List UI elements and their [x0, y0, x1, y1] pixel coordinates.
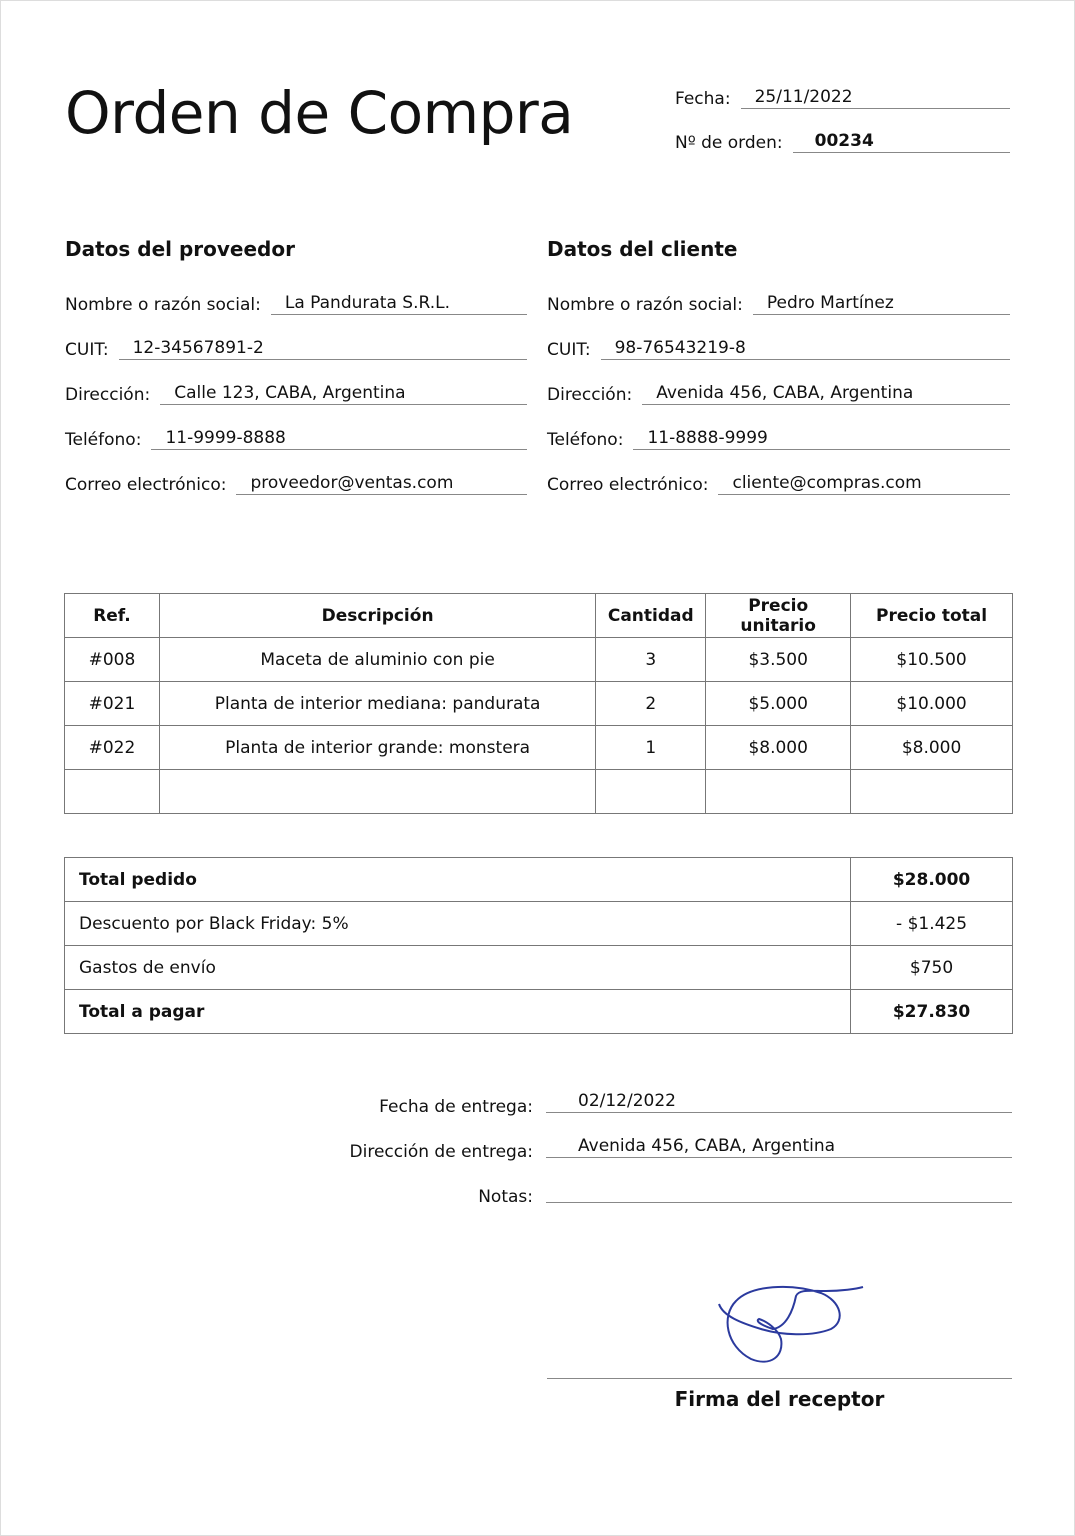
order-number-field: Nº de orden: 00234: [675, 129, 1010, 153]
totals-label: Total pedido: [63, 857, 852, 902]
column-header: Precio total: [850, 593, 1013, 638]
field-value: 98-76543219-8: [600, 338, 1010, 360]
table-cell: #008: [64, 637, 160, 682]
totals-label: Gastos de envío: [63, 945, 852, 990]
field-label: Dirección:: [65, 385, 151, 405]
totals-value: $750: [850, 945, 1013, 990]
items-table: Ref. Descripción Cantidad Precio unitario Pr…: [64, 593, 1013, 814]
field-value: cliente@compras.com: [718, 473, 1010, 495]
field-label: Teléfono:: [547, 430, 624, 450]
proveedor-field: Dirección: Calle 123, CABA, Argentina: [65, 381, 527, 405]
table-cell: #021: [64, 681, 160, 726]
column-header: Ref.: [64, 593, 160, 638]
signature-label: Firma del receptor: [674, 1387, 885, 1411]
totals-label: Total a pagar: [63, 989, 852, 1034]
table-cell: [64, 769, 160, 814]
field-value: 11-8888-9999: [633, 428, 1010, 450]
delivery-label: Notas:: [478, 1187, 533, 1207]
date-value: 25/11/2022: [740, 87, 1010, 109]
supplier-section-title: Datos del proveedor: [65, 237, 295, 261]
field-label: Nombre o razón social:: [547, 295, 743, 315]
totals-value: $28.000: [850, 857, 1013, 902]
field-label: Correo electrónico:: [547, 475, 709, 495]
delivery-value: 02/12/2022: [546, 1091, 1012, 1113]
table-cell: $8.000: [850, 725, 1013, 770]
field-value: La Pandurata S.R.L.: [270, 293, 527, 315]
totals-label: Descuento por Black Friday: 5%: [63, 901, 852, 946]
proveedor-field: CUIT: 12-34567891-2: [65, 336, 527, 360]
client-section-title: Datos del cliente: [547, 237, 738, 261]
table-cell: $10.500: [850, 637, 1013, 682]
table-cell: [158, 769, 597, 814]
table-row: #008 Maceta de aluminio con pie 3 $3.500 $10…: [64, 637, 1013, 682]
proveedor-field: Nombre o razón social: La Pandurata S.R.L…: [65, 291, 527, 315]
page-title: Orden de Compra: [65, 79, 574, 147]
field-label: Teléfono:: [65, 430, 142, 450]
table-cell: $5.000: [705, 681, 852, 726]
totals-row: Descuento por Black Friday: 5% - $1.425: [63, 901, 1013, 946]
field-label: CUIT:: [547, 340, 591, 360]
signature-image: [718, 1285, 864, 1363]
table-cell: Planta de interior grande: monstera: [158, 725, 597, 770]
table-cell: [595, 769, 707, 814]
date-label: Fecha:: [675, 89, 731, 109]
field-value: Avenida 456, CABA, Argentina: [642, 383, 1010, 405]
table-cell: 3: [595, 637, 707, 682]
field-label: Dirección:: [547, 385, 633, 405]
cliente-field: Teléfono: 11-8888-9999: [547, 426, 1010, 450]
cliente-field: Correo electrónico: cliente@compras.com: [547, 471, 1010, 495]
column-header: Precio unitario: [705, 593, 852, 638]
table-cell: $3.500: [705, 637, 852, 682]
field-value: Calle 123, CABA, Argentina: [160, 383, 527, 405]
delivery-value: [546, 1181, 1012, 1203]
field-label: Nombre o razón social:: [65, 295, 261, 315]
table-row: #022 Planta de interior grande: monstera 1…: [64, 725, 1013, 770]
field-value: Pedro Martínez: [752, 293, 1010, 315]
table-row: [64, 769, 1013, 814]
totals-table: Total pedido $28.000 Descuento por Black F…: [63, 857, 1013, 1034]
table-cell: $8.000: [705, 725, 852, 770]
totals-value: $27.830: [850, 989, 1013, 1034]
table-cell: Maceta de aluminio con pie: [158, 637, 597, 682]
order-number-label: Nº de orden:: [675, 133, 783, 153]
delivery-label: Fecha de entrega:: [379, 1097, 533, 1117]
signature-line: [547, 1378, 1012, 1379]
date-field: Fecha: 25/11/2022: [675, 85, 1010, 109]
field-value: 11-9999-8888: [151, 428, 527, 450]
cliente-field: CUIT: 98-76543219-8: [547, 336, 1010, 360]
totals-row: Total a pagar $27.830: [63, 989, 1013, 1034]
field-value: 12-34567891-2: [118, 338, 527, 360]
totals-value: - $1.425: [850, 901, 1013, 946]
column-header: Descripción: [158, 593, 597, 638]
totals-row: Total pedido $28.000: [63, 857, 1013, 902]
field-label: Correo electrónico:: [65, 475, 227, 495]
field-value: proveedor@ventas.com: [236, 473, 527, 495]
totals-row: Gastos de envío $750: [63, 945, 1013, 990]
proveedor-field: Teléfono: 11-9999-8888: [65, 426, 527, 450]
table-row: #021 Planta de interior mediana: pandurat…: [64, 681, 1013, 726]
table-cell: $10.000: [850, 681, 1013, 726]
table-cell: Planta de interior mediana: pandurata: [158, 681, 597, 726]
proveedor-field: Correo electrónico: proveedor@ventas.com: [65, 471, 527, 495]
table-cell: 2: [595, 681, 707, 726]
delivery-label: Dirección de entrega:: [349, 1142, 533, 1162]
table-cell: 1: [595, 725, 707, 770]
field-label: CUIT:: [65, 340, 109, 360]
column-header: Cantidad: [595, 593, 707, 638]
table-cell: [705, 769, 852, 814]
cliente-field: Dirección: Avenida 456, CABA, Argentina: [547, 381, 1010, 405]
delivery-value: Avenida 456, CABA, Argentina: [546, 1136, 1012, 1158]
order-number-value: 00234: [792, 131, 1010, 153]
table-cell: #022: [64, 725, 160, 770]
table-cell: [850, 769, 1013, 814]
cliente-field: Nombre o razón social: Pedro Martínez: [547, 291, 1010, 315]
